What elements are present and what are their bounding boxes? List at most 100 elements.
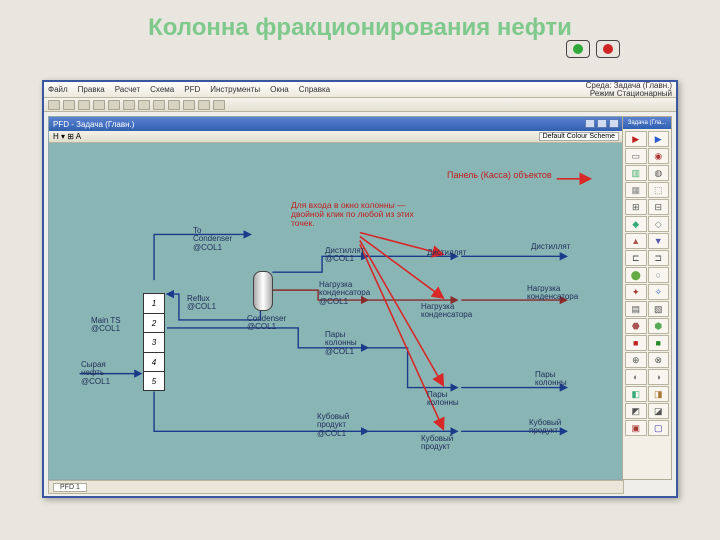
- palette-item[interactable]: ⊞: [625, 199, 647, 215]
- palette-item[interactable]: ◍: [648, 165, 670, 181]
- pfd-subbar[interactable]: H ▾ ⊞ A Default Colour Scheme: [49, 131, 623, 143]
- palette-item[interactable]: ■: [625, 335, 647, 351]
- label-bot2: Кубовый продукт: [529, 419, 561, 436]
- tray-4: 4: [144, 353, 164, 373]
- window-controls[interactable]: [583, 119, 619, 130]
- palette-item[interactable]: ◉: [648, 148, 670, 164]
- label-dist2: Дистиллят: [531, 243, 570, 251]
- menu-calc[interactable]: Расчет: [115, 85, 140, 94]
- traffic-light-icons: [566, 40, 620, 58]
- label-dist1: Дистиллят: [427, 249, 466, 257]
- palette-item[interactable]: ⬢: [648, 318, 670, 334]
- condenser-unit[interactable]: [253, 271, 273, 311]
- palette-item[interactable]: ▧: [648, 301, 670, 317]
- palette-item[interactable]: ▦: [625, 182, 647, 198]
- toolbar-button[interactable]: [48, 100, 60, 110]
- object-palette[interactable]: Задача (Гла... ▶▶▭◉▥◍▦⬚⊞⊟◆◇▲▼⊏⊐⬤○✦✧▤▧⬣⬢■…: [622, 116, 672, 480]
- toolbar-button[interactable]: [78, 100, 90, 110]
- env-line2: Режим Стационарный: [586, 90, 672, 98]
- menu-windows[interactable]: Окна: [270, 85, 289, 94]
- toolbar-button[interactable]: [108, 100, 120, 110]
- toolbar-button[interactable]: [183, 100, 195, 110]
- menu-pfd[interactable]: PFD: [184, 85, 200, 94]
- tray-3: 3: [144, 333, 164, 353]
- pfd-subbar-icons[interactable]: H ▾ ⊞ A: [53, 132, 81, 141]
- toolbar-button[interactable]: [198, 100, 210, 110]
- palette-item[interactable]: ◇: [648, 216, 670, 232]
- palette-grid: ▶▶▭◉▥◍▦⬚⊞⊟◆◇▲▼⊏⊐⬤○✦✧▤▧⬣⬢■■⊕⊗◐◑◧◨◩◪▣▢: [623, 129, 671, 438]
- menubar[interactable]: Файл Правка Расчет Схема PFD Инструменты…: [44, 82, 676, 98]
- toolbar-button[interactable]: [138, 100, 150, 110]
- palette-item[interactable]: ⊕: [625, 352, 647, 368]
- label-qcond2: Нагрузка конденсатора: [527, 285, 578, 302]
- label-qcond1: Нагрузка конденсатора: [421, 303, 472, 320]
- label-vap1: Пары колонны: [427, 391, 459, 408]
- annotation-hint: Для входа в окно колонны — двойной клик …: [291, 201, 414, 228]
- toolbar[interactable]: [44, 98, 676, 112]
- palette-item[interactable]: ■: [648, 335, 670, 351]
- palette-title: Задача (Гла...: [623, 117, 671, 129]
- tray-5: 5: [144, 372, 164, 392]
- label-vap2: Пары колонны: [535, 371, 567, 388]
- palette-item[interactable]: ◧: [625, 386, 647, 402]
- palette-item[interactable]: ⊏: [625, 250, 647, 266]
- palette-item[interactable]: ✦: [625, 284, 647, 300]
- tray-2: 2: [144, 314, 164, 334]
- palette-item[interactable]: ▣: [625, 420, 647, 436]
- toolbar-button[interactable]: [213, 100, 225, 110]
- pfd-window: PFD - Задача (Главн.) H ▾ ⊞ A Default Co…: [48, 116, 624, 480]
- status-tab[interactable]: PFD 1: [53, 483, 87, 492]
- palette-item[interactable]: ⬣: [625, 318, 647, 334]
- toolbar-button[interactable]: [93, 100, 105, 110]
- label-vap-col: Пары колонны @COL1: [325, 331, 357, 356]
- traffic-green-icon: [566, 40, 590, 58]
- palette-item[interactable]: ⊟: [648, 199, 670, 215]
- palette-item[interactable]: ▼: [648, 233, 670, 249]
- palette-item[interactable]: ▲: [625, 233, 647, 249]
- palette-item[interactable]: ▤: [625, 301, 647, 317]
- palette-item[interactable]: ◐: [625, 369, 647, 385]
- menu-scheme[interactable]: Схема: [150, 85, 174, 94]
- label-main-ts: Main TS @COL1: [91, 317, 121, 334]
- menu-edit[interactable]: Правка: [78, 85, 105, 94]
- palette-item[interactable]: ▥: [625, 165, 647, 181]
- toolbar-button[interactable]: [168, 100, 180, 110]
- env-status: Среда: Задача (Главн.) Режим Стационарны…: [586, 82, 672, 98]
- palette-item[interactable]: ◪: [648, 403, 670, 419]
- label-reflux: Reflux @COL1: [187, 295, 216, 312]
- palette-item[interactable]: ⊗: [648, 352, 670, 368]
- menu-tools[interactable]: Инструменты: [210, 85, 260, 94]
- flowsheet-canvas[interactable]: 1 2 3 4 5 To Condenser @COL1 Reflux @COL…: [49, 143, 623, 479]
- tray-1: 1: [144, 294, 164, 314]
- menu-file[interactable]: Файл: [48, 85, 68, 94]
- pfd-titlebar[interactable]: PFD - Задача (Главн.): [49, 117, 623, 131]
- label-qcond-col: Нагрузка конденсатора @COL1: [319, 281, 370, 306]
- statusbar: PFD 1: [48, 480, 624, 494]
- palette-item[interactable]: ○: [648, 267, 670, 283]
- label-dist-col: Дистиллят @COL1: [325, 247, 364, 264]
- palette-item[interactable]: ◨: [648, 386, 670, 402]
- palette-item[interactable]: ⬚: [648, 182, 670, 198]
- color-scheme-select[interactable]: Default Colour Scheme: [539, 132, 619, 141]
- palette-item[interactable]: ✧: [648, 284, 670, 300]
- menu-help[interactable]: Справка: [299, 85, 330, 94]
- palette-item[interactable]: ▢: [648, 420, 670, 436]
- toolbar-button[interactable]: [153, 100, 165, 110]
- toolbar-button[interactable]: [123, 100, 135, 110]
- palette-item[interactable]: ⬤: [625, 267, 647, 283]
- palette-item[interactable]: ⊐: [648, 250, 670, 266]
- palette-item[interactable]: ◩: [625, 403, 647, 419]
- column-unit[interactable]: 1 2 3 4 5: [143, 293, 165, 391]
- annotation-panel: Панель (Кассa) объектов: [447, 171, 552, 180]
- palette-item[interactable]: ▭: [625, 148, 647, 164]
- label-to-condenser: To Condenser @COL1: [193, 227, 232, 252]
- palette-item[interactable]: ▶: [625, 131, 647, 147]
- palette-item[interactable]: ▶: [648, 131, 670, 147]
- palette-item[interactable]: ◑: [648, 369, 670, 385]
- label-bot1: Кубовый продукт: [421, 435, 453, 452]
- label-feed: Сырая нефть @COL1: [81, 361, 110, 386]
- label-condenser: Condenser @COL1: [247, 315, 286, 332]
- palette-item[interactable]: ◆: [625, 216, 647, 232]
- label-bot-col: Кубовый продукт @COL1: [317, 413, 349, 438]
- toolbar-button[interactable]: [63, 100, 75, 110]
